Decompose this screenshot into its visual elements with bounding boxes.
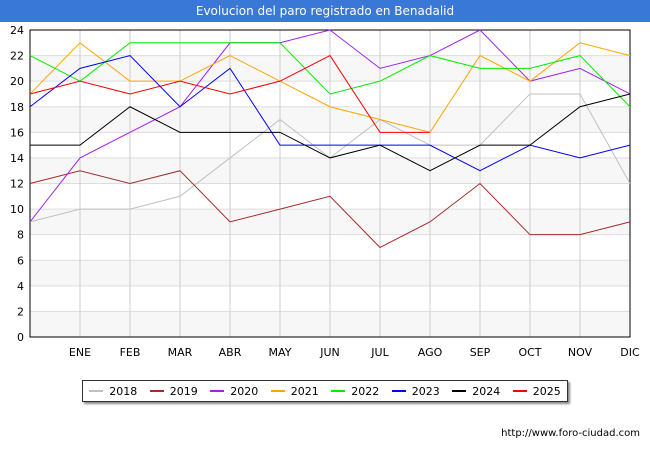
y-tick-label: 6 [17, 254, 24, 267]
y-tick-label: 2 [17, 305, 24, 318]
x-tick-label: ABR [219, 346, 242, 359]
y-tick-label: 0 [17, 331, 24, 344]
chart-title: Evolucion del paro registrado en Benadal… [0, 0, 650, 22]
y-tick-label: 22 [10, 50, 24, 63]
y-tick-label: 14 [10, 152, 24, 165]
legend-swatch [512, 390, 527, 392]
legend-swatch [89, 390, 104, 392]
legend-swatch [391, 390, 406, 392]
legend-item-2022: 2022 [331, 385, 379, 398]
legend-swatch [270, 390, 285, 392]
legend-item-2023: 2023 [391, 384, 440, 398]
y-tick-label: 12 [10, 178, 24, 191]
y-tick-label: 4 [17, 280, 24, 293]
legend-label: 2024 [472, 384, 501, 398]
legend-item-2018: 2018 [89, 385, 137, 398]
legend-label: 2018 [109, 384, 138, 398]
x-tick-label: JUN [319, 346, 340, 359]
legend-label: 2025 [532, 384, 561, 398]
series-line-2024 [30, 93, 631, 172]
x-tick-label: MAY [269, 346, 292, 359]
legend-label: 2019 [169, 384, 198, 398]
x-tick-label: MAR [168, 346, 193, 359]
legend-item-2021: 2021 [270, 384, 319, 398]
series-line-2022 [29, 42, 631, 108]
legend-label: 2022 [351, 384, 380, 398]
x-tick-label: AGO [418, 346, 443, 359]
legend-swatch [149, 390, 164, 392]
legend-label: 2020 [230, 384, 259, 398]
legend-swatch [331, 390, 346, 392]
legend: 2018 2019 2020 2021 2022 2023 2024 2025 [82, 380, 568, 402]
x-tick-label: NOV [568, 346, 593, 359]
y-tick-label: 8 [17, 229, 24, 242]
y-tick-label: 16 [10, 126, 24, 139]
series-line-2019 [29, 170, 631, 249]
legend-item-2025: 2025 [512, 384, 561, 398]
legend-swatch [452, 390, 467, 392]
legend-item-2019: 2019 [149, 384, 198, 398]
x-tick-label: JUL [370, 346, 389, 359]
x-tick-label: DIC [620, 346, 640, 359]
x-tick-label: SEP [470, 346, 491, 359]
legend-label: 2023 [411, 384, 440, 398]
x-tick-label: ENE [69, 346, 91, 359]
y-tick-label: 24 [10, 24, 24, 37]
series-line-2025 [29, 54, 430, 133]
source-url: http://www.foro-ciudad.com [501, 428, 640, 439]
series-line-2021 [29, 42, 631, 133]
x-tick-label: FEB [120, 346, 141, 359]
y-tick-label: 18 [10, 101, 24, 114]
y-tick-label: 10 [10, 203, 24, 216]
legend-swatch [210, 390, 225, 392]
legend-item-2024: 2024 [452, 385, 500, 398]
legend-item-2020: 2020 [210, 385, 258, 398]
y-tick-label: 20 [10, 75, 24, 88]
legend-label: 2021 [290, 384, 319, 398]
x-tick-label: OCT [518, 346, 541, 359]
